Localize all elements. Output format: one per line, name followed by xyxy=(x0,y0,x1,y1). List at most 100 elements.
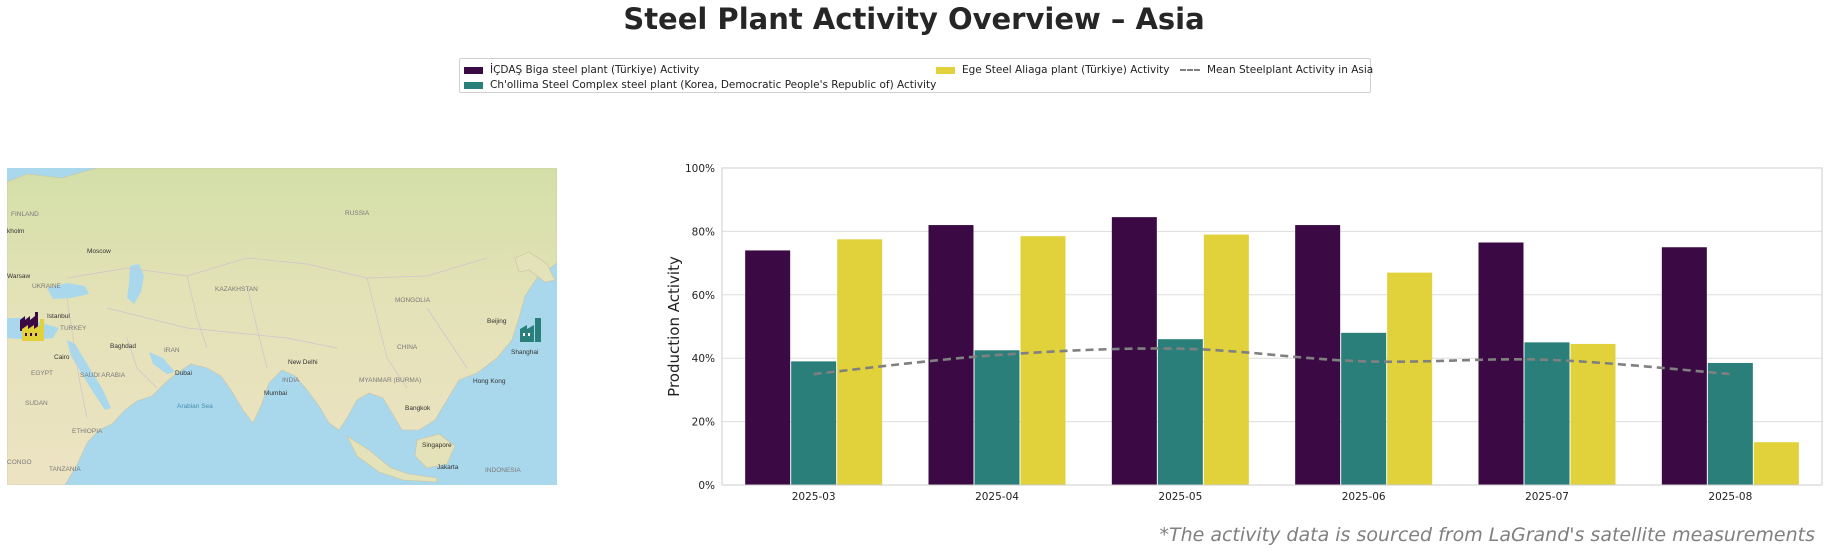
map-label-india: INDIA xyxy=(282,377,300,384)
x-tick-label: 2025-07 xyxy=(1525,491,1569,503)
mean-activity-line xyxy=(813,347,1731,376)
asia-map: FINLAND RUSSIA kholm Moscow Warsaw UKRAI… xyxy=(7,168,557,485)
map-labels: FINLAND RUSSIA kholm Moscow Warsaw UKRAI… xyxy=(7,210,538,474)
bar xyxy=(837,239,883,485)
legend-item-chollima: Ch'ollima Steel Complex steel plant (Kor… xyxy=(464,79,936,91)
chollima-marker[interactable] xyxy=(520,318,541,342)
map-label-shanghai: Shanghai xyxy=(511,349,538,356)
legend-label-ege: Ege Steel Aliaga plant (Türkiye) Activit… xyxy=(962,64,1170,76)
map-label-turkey: TURKEY xyxy=(60,325,87,332)
legend-item-ege: Ege Steel Aliaga plant (Türkiye) Activit… xyxy=(936,64,1169,76)
x-tick-label: 2025-04 xyxy=(975,491,1019,503)
window-icon xyxy=(523,333,525,336)
mean-line-layer xyxy=(813,347,1731,376)
map-label-new-delhi: New Delhi xyxy=(288,359,318,366)
map-label-sudan: SUDAN xyxy=(25,400,48,407)
map-label-mumbai: Mumbai xyxy=(264,390,287,397)
map-label-istanbul: Istanbul xyxy=(47,313,70,320)
ege-steel-marker[interactable] xyxy=(22,319,44,341)
bar xyxy=(1387,272,1433,485)
window-icon xyxy=(35,333,37,336)
map-black-sea xyxy=(47,283,89,299)
x-tick-label: 2025-03 xyxy=(792,491,836,503)
bar xyxy=(1661,247,1707,485)
bar xyxy=(1570,343,1616,485)
map-borneo xyxy=(414,433,456,469)
x-tick-label: 2025-06 xyxy=(1342,491,1386,503)
x-tick-labels: 2025-03 2025-04 2025-05 2025-06 2025-07 2025-… xyxy=(792,491,1753,503)
map-red-sea xyxy=(67,340,111,410)
grid-layer xyxy=(722,167,1822,486)
map-borders xyxy=(66,257,488,419)
legend-label-chollima: Ch'ollima Steel Complex steel plant (Kor… xyxy=(490,79,937,91)
x-tick-label: 2025-05 xyxy=(1158,491,1202,503)
y-tick-label: 40% xyxy=(692,353,715,365)
map-label-hong-kong: Hong Kong xyxy=(473,378,506,385)
map-label-egypt: EGYPT xyxy=(31,370,53,377)
building-icon xyxy=(535,318,541,342)
y-tick-label: 100% xyxy=(685,163,715,175)
y-tick-label: 20% xyxy=(692,417,715,429)
bar xyxy=(1020,236,1066,485)
y-tick-label: 0% xyxy=(698,480,715,492)
map-japan-korea xyxy=(514,251,556,283)
legend-label-icdas: İÇDAŞ Biga steel plant (Türkiye) Activit… xyxy=(490,64,700,76)
bar xyxy=(1753,442,1799,485)
bar xyxy=(1707,362,1753,485)
bar xyxy=(1157,339,1203,485)
map-label-moscow: Moscow xyxy=(87,248,111,255)
chimney-icon xyxy=(40,319,44,341)
legend-item-mean: Mean Steelplant Activity in Asia xyxy=(1180,64,1373,76)
plot-frame xyxy=(721,167,1823,486)
window-icon xyxy=(30,333,32,336)
map-sumatra-java xyxy=(346,435,438,483)
legend-swatch-ege xyxy=(936,66,955,74)
map-label-china: CHINA xyxy=(397,344,418,351)
factory-icon xyxy=(520,325,534,342)
bar xyxy=(1203,234,1249,485)
bar xyxy=(974,350,1020,485)
legend-item-icdas: İÇDAŞ Biga steel plant (Türkiye) Activit… xyxy=(464,64,699,76)
map-persian-gulf xyxy=(149,352,175,374)
map-label-singapore: Singapore xyxy=(422,442,452,449)
page-title: Steel Plant Activity Overview – Asia xyxy=(623,2,1205,36)
map-label-finland: FINLAND xyxy=(11,211,39,218)
map-label-jakarta: Jakarta xyxy=(437,464,459,471)
bar xyxy=(1295,225,1341,485)
bar xyxy=(1478,242,1524,485)
map-label-kholm: kholm xyxy=(7,228,24,235)
legend-swatch-chollima xyxy=(464,81,483,89)
bar xyxy=(1524,342,1570,485)
chimney-icon xyxy=(35,312,38,331)
bar xyxy=(1341,332,1387,485)
map-label-indonesia: INDONESIA xyxy=(485,467,521,474)
map-bay-of-bengal xyxy=(269,378,307,430)
map-label-tanzania: TANZANIA xyxy=(49,466,81,473)
map-label-cairo: Cairo xyxy=(54,354,70,361)
map-label-dubai: Dubai xyxy=(175,370,192,377)
window-icon xyxy=(25,333,27,336)
y-axis-label: Production Activity xyxy=(665,256,683,397)
map-label-myanmar: MYANMAR (BURMA) xyxy=(359,377,421,384)
bar-layer xyxy=(745,217,1799,485)
legend-dash-mean xyxy=(1180,69,1200,71)
map-label-baghdad: Baghdad xyxy=(110,343,136,350)
map-label-russia: RUSSIA xyxy=(345,210,370,217)
bar xyxy=(928,225,974,485)
chart-legend: İÇDAŞ Biga steel plant (Türkiye) Activit… xyxy=(459,58,1373,93)
map-label-mongolia: MONGOLIA xyxy=(395,297,431,304)
y-tick-labels: 0% 20% 40% 60% 80% 100% xyxy=(685,163,715,492)
bar xyxy=(791,361,837,485)
map-label-beijing: Beijing xyxy=(487,318,507,325)
y-tick-label: 80% xyxy=(692,226,715,238)
window-icon xyxy=(528,333,530,336)
map-label-arabian-sea: Arabian Sea xyxy=(177,403,213,410)
bar xyxy=(745,250,791,485)
legend-label-mean: Mean Steelplant Activity in Asia xyxy=(1207,64,1374,76)
map-label-ukraine: UKRAINE xyxy=(32,283,62,290)
footnote: *The activity data is sourced from LaGra… xyxy=(1159,524,1815,546)
map-label-congo: CONGO xyxy=(7,459,32,466)
x-tick-label: 2025-08 xyxy=(1708,491,1752,503)
bar xyxy=(1111,217,1157,485)
